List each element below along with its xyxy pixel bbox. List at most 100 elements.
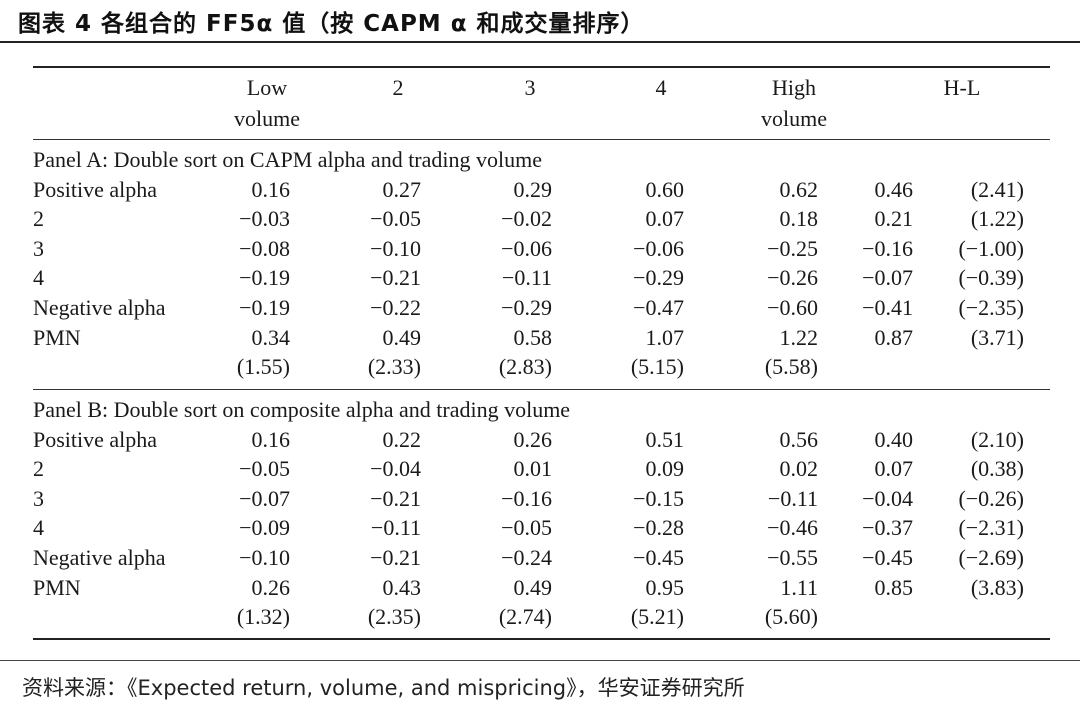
table-cell: (5.60)	[765, 603, 818, 631]
table-cell: (2.35)	[368, 603, 421, 631]
table-cell: −0.02	[501, 205, 552, 233]
header-rule	[33, 139, 1050, 140]
row-label: PMN	[33, 324, 81, 352]
table-cell: 0.09	[646, 455, 685, 483]
table-cell: −0.21	[370, 544, 421, 572]
row-label: 2	[33, 455, 44, 483]
table-cell: (5.58)	[765, 353, 818, 381]
table-cell: 0.02	[780, 455, 819, 483]
table-cell: 0.62	[780, 176, 819, 204]
table-cell: −0.46	[767, 514, 818, 542]
table-cell: −0.26	[767, 264, 818, 292]
figure-title: 图表 4 各组合的 FF5α 值（按 CAPM α 和成交量排序）	[18, 4, 645, 38]
row-label: Negative alpha	[33, 544, 166, 572]
table-cell: 0.43	[383, 574, 422, 602]
table-cell: −0.45	[633, 544, 684, 572]
table-cell: 1.07	[646, 324, 685, 352]
table-cell: (2.83)	[499, 353, 552, 381]
hl-value: −0.45	[862, 544, 913, 572]
table-cell: (2.33)	[368, 353, 421, 381]
panel-label-a: Panel A: Double sort on CAPM alpha and t…	[33, 146, 542, 174]
table-cell: 0.51	[646, 426, 685, 454]
table-cell: 1.11	[780, 574, 818, 602]
row-label: 4	[33, 514, 44, 542]
table-cell: −0.11	[371, 514, 421, 542]
table-cell: −0.19	[239, 264, 290, 292]
table-cell: 0.18	[780, 205, 819, 233]
table-cell: −0.25	[767, 235, 818, 263]
table-top-rule	[33, 66, 1050, 68]
table-cell: 0.07	[646, 205, 685, 233]
table-cell: 0.56	[780, 426, 819, 454]
hl-value: 0.87	[875, 324, 914, 352]
table-bottom-rule	[33, 638, 1050, 640]
hl-value: 0.07	[875, 455, 914, 483]
hl-t-stat: (−1.00)	[958, 235, 1024, 263]
table-cell: −0.09	[239, 514, 290, 542]
hl-t-stat: (−0.39)	[958, 264, 1024, 292]
table-cell: 0.58	[514, 324, 553, 352]
table-cell: −0.11	[768, 485, 818, 513]
hl-value: 0.46	[875, 176, 914, 204]
table-cell: −0.16	[501, 485, 552, 513]
table-cell: −0.03	[239, 205, 290, 233]
table-cell: −0.29	[501, 294, 552, 322]
column-header-1-line1: Low	[207, 73, 327, 103]
hl-t-stat: (−2.35)	[958, 294, 1024, 322]
hl-value: 0.21	[875, 205, 914, 233]
table-cell: −0.05	[239, 455, 290, 483]
row-label: Positive alpha	[33, 176, 157, 204]
table-cell: (5.21)	[631, 603, 684, 631]
row-label: Negative alpha	[33, 294, 166, 322]
table-cell: 0.22	[383, 426, 422, 454]
hl-t-stat: (−2.31)	[958, 514, 1024, 542]
hl-value: −0.04	[862, 485, 913, 513]
column-header-2-line1: 2	[338, 73, 458, 103]
table-cell: 0.16	[252, 426, 291, 454]
hl-value: −0.07	[862, 264, 913, 292]
table-cell: −0.11	[502, 264, 552, 292]
table-cell: 0.95	[646, 574, 685, 602]
column-header-4-line1: 4	[601, 73, 721, 103]
table-cell: −0.07	[239, 485, 290, 513]
table-cell: 0.60	[646, 176, 685, 204]
table-cell: −0.47	[633, 294, 684, 322]
hl-t-stat: (2.41)	[971, 176, 1024, 204]
table-cell: 0.26	[252, 574, 291, 602]
table-cell: −0.19	[239, 294, 290, 322]
column-header-3-line1: 3	[470, 73, 590, 103]
hl-t-stat: (−2.69)	[958, 544, 1024, 572]
column-header-5-line2: volume	[734, 104, 854, 134]
table-cell: −0.24	[501, 544, 552, 572]
hl-value: 0.40	[875, 426, 914, 454]
hl-value: −0.16	[862, 235, 913, 263]
table-cell: 0.01	[514, 455, 553, 483]
row-label: PMN	[33, 574, 81, 602]
table-cell: 1.22	[780, 324, 819, 352]
table-cell: 0.26	[514, 426, 553, 454]
column-header-5-line1: High	[734, 73, 854, 103]
table-cell: −0.06	[633, 235, 684, 263]
table-cell: (1.32)	[237, 603, 290, 631]
table-cell: −0.04	[370, 455, 421, 483]
hl-value: −0.41	[862, 294, 913, 322]
row-label: Positive alpha	[33, 426, 157, 454]
hl-t-stat: (1.22)	[971, 205, 1024, 233]
table-cell: −0.08	[239, 235, 290, 263]
row-label: 3	[33, 485, 44, 513]
hl-t-stat: (2.10)	[971, 426, 1024, 454]
table-cell: 0.27	[383, 176, 422, 204]
table-cell: 0.49	[383, 324, 422, 352]
row-label: 3	[33, 235, 44, 263]
panel-divider-rule	[33, 389, 1050, 390]
footer-rule	[0, 660, 1080, 661]
table-cell: −0.21	[370, 264, 421, 292]
hl-value: 0.85	[875, 574, 914, 602]
table-cell: 0.29	[514, 176, 553, 204]
table-cell: 0.16	[252, 176, 291, 204]
hl-t-stat: (−0.26)	[958, 485, 1024, 513]
table-cell: 0.34	[252, 324, 291, 352]
table-cell: −0.15	[633, 485, 684, 513]
table-cell: (5.15)	[631, 353, 684, 381]
hl-t-stat: (3.71)	[971, 324, 1024, 352]
